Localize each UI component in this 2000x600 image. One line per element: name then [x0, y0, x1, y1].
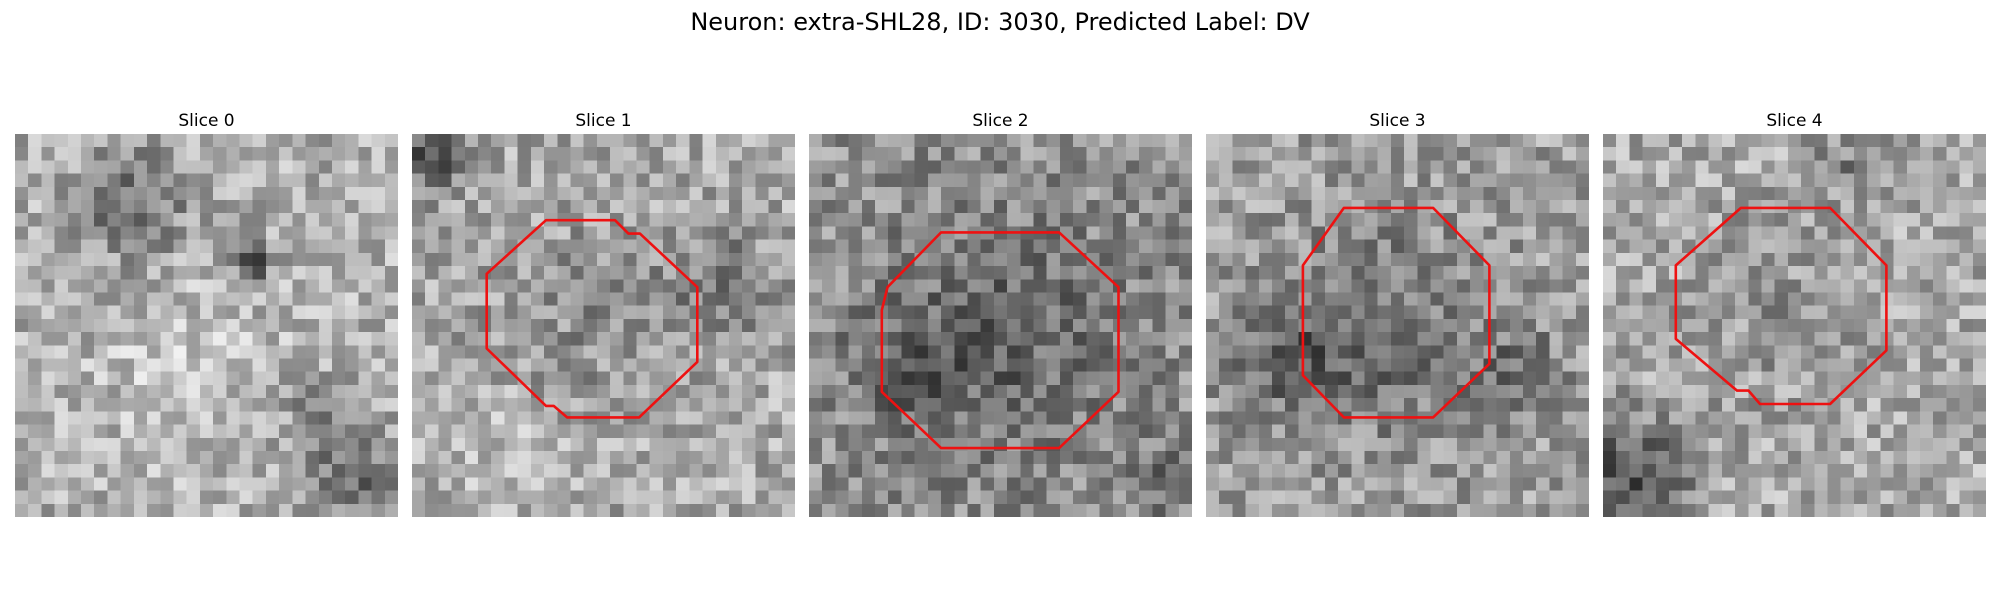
slice-image-3 — [1206, 134, 1589, 517]
slice-pixels — [1206, 134, 1589, 517]
slice-pixels — [1603, 134, 1986, 517]
figure-title: Neuron: extra-SHL28, ID: 3030, Predicted… — [690, 8, 1310, 36]
roi-contour — [1674, 206, 1888, 406]
slice-title-1: Slice 1 — [575, 111, 632, 131]
slice-pixels — [809, 134, 1192, 517]
slice-image-4 — [1603, 134, 1986, 517]
slice-image-0 — [15, 134, 398, 517]
slice-pixels — [15, 134, 398, 517]
slice-title-2: Slice 2 — [972, 111, 1029, 131]
slice-image-2 — [809, 134, 1192, 517]
slice-title-4: Slice 4 — [1766, 111, 1823, 131]
roi-contour — [880, 231, 1120, 450]
roi-contour — [485, 218, 699, 419]
slice-pixels — [412, 134, 795, 517]
slice-title-3: Slice 3 — [1369, 111, 1426, 131]
roi-contour — [1301, 206, 1491, 419]
slice-title-0: Slice 0 — [178, 111, 235, 131]
slice-image-1 — [412, 134, 795, 517]
